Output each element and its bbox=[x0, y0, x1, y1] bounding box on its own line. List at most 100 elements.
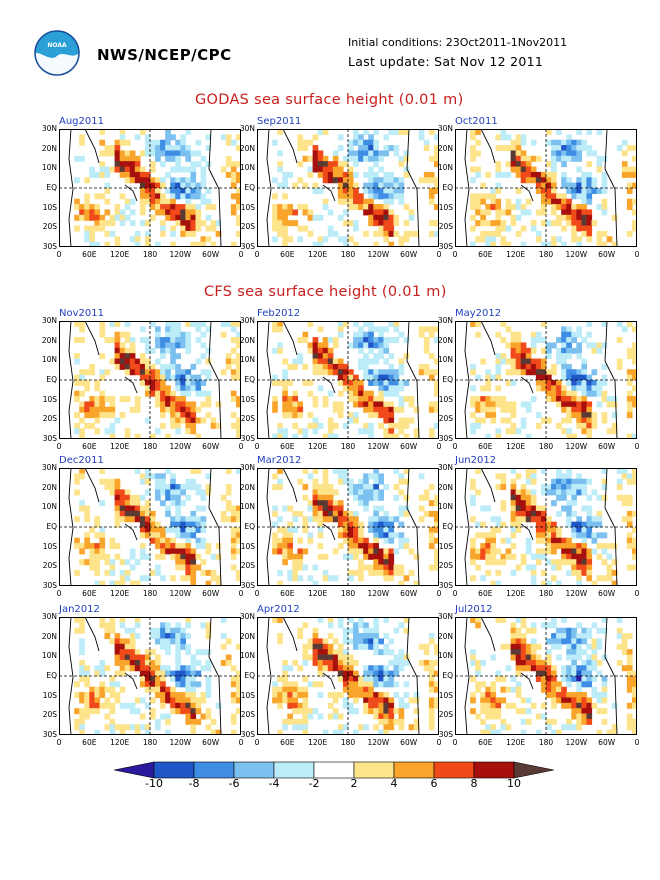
lon-label: 60E bbox=[280, 442, 295, 451]
lat-label: EQ bbox=[244, 522, 255, 531]
lat-label: 10N bbox=[41, 651, 57, 661]
lat-label: 20S bbox=[42, 414, 57, 424]
lat-label: 30N bbox=[239, 463, 255, 472]
lat-label: 20N bbox=[239, 482, 255, 492]
lon-label: 180 bbox=[142, 442, 158, 451]
lon-label: 120E bbox=[110, 589, 130, 598]
lon-label: 180 bbox=[142, 589, 158, 598]
lon-label: 0 bbox=[452, 738, 458, 747]
lat-label: 10N bbox=[41, 163, 57, 173]
lon-label: 120W bbox=[565, 250, 588, 259]
lat-label: 20N bbox=[239, 631, 255, 641]
ssh-map bbox=[257, 321, 439, 439]
lat-label: 30N bbox=[41, 463, 57, 472]
lat-label: 20N bbox=[437, 335, 453, 345]
lon-label: 60W bbox=[202, 250, 220, 259]
panel-title: Nov2011 bbox=[59, 308, 104, 319]
lon-label: 0 bbox=[436, 442, 442, 451]
lon-label: 60E bbox=[82, 589, 97, 598]
lon-label: 60E bbox=[280, 250, 295, 259]
lon-label: 60W bbox=[400, 442, 418, 451]
lat-label: 30N bbox=[437, 612, 453, 621]
panel-title: Oct2011 bbox=[455, 116, 498, 127]
lon-label: 60E bbox=[82, 250, 97, 259]
lat-label: 30S bbox=[42, 581, 57, 590]
colorbar-label: 2 bbox=[350, 777, 358, 790]
lat-label: 10S bbox=[240, 541, 255, 551]
colorbar-swatch bbox=[273, 761, 315, 779]
lon-label: 0 bbox=[254, 738, 260, 747]
lon-label: 60W bbox=[400, 738, 418, 747]
colorbar bbox=[114, 761, 554, 779]
lon-label: 0 bbox=[452, 442, 458, 451]
lat-label: 30S bbox=[240, 581, 255, 590]
lat-label: 10S bbox=[42, 690, 57, 700]
panel-title: Apr2012 bbox=[257, 604, 300, 615]
lon-label: 180 bbox=[538, 442, 554, 451]
colorbar-swatch bbox=[233, 761, 275, 779]
panel-title: Mar2012 bbox=[257, 455, 302, 466]
ssh-map bbox=[455, 468, 637, 586]
lat-label: 20S bbox=[42, 710, 57, 720]
lat-label: 20N bbox=[41, 335, 57, 345]
ssh-map bbox=[59, 468, 241, 586]
lon-label: 180 bbox=[340, 442, 356, 451]
lon-label: 60W bbox=[202, 589, 220, 598]
lat-label: EQ bbox=[46, 522, 57, 531]
colorbar-swatch bbox=[353, 761, 395, 779]
lat-label: 20S bbox=[240, 414, 255, 424]
initial-conditions: Initial conditions: 23Oct2011-1Nov2011 bbox=[348, 36, 568, 49]
lon-label: 60E bbox=[280, 589, 295, 598]
lon-label: 180 bbox=[340, 250, 356, 259]
lat-label: EQ bbox=[442, 522, 453, 531]
lat-label: 30S bbox=[438, 242, 453, 251]
lat-label: 10N bbox=[239, 651, 255, 661]
lon-label: 120W bbox=[367, 738, 390, 747]
lon-label: 120E bbox=[506, 589, 526, 598]
lon-label: 0 bbox=[634, 738, 640, 747]
lat-label: EQ bbox=[442, 671, 453, 680]
colorbar-swatch bbox=[153, 761, 195, 779]
lat-label: EQ bbox=[244, 375, 255, 384]
lon-label: 180 bbox=[538, 589, 554, 598]
lon-label: 60W bbox=[400, 589, 418, 598]
lat-label: 30N bbox=[239, 612, 255, 621]
lat-label: 10N bbox=[239, 502, 255, 512]
lon-label: 0 bbox=[452, 250, 458, 259]
lat-label: EQ bbox=[46, 671, 57, 680]
lon-label: 0 bbox=[452, 589, 458, 598]
colorbar-label: 4 bbox=[390, 777, 398, 790]
lat-label: 10S bbox=[240, 394, 255, 404]
lon-label: 120E bbox=[506, 250, 526, 259]
lat-label: 30S bbox=[438, 434, 453, 443]
lon-label: 0 bbox=[634, 589, 640, 598]
lat-label: 20S bbox=[438, 710, 453, 720]
lat-label: 10N bbox=[239, 355, 255, 365]
svg-text:NOAA: NOAA bbox=[47, 42, 67, 49]
lat-label: 30N bbox=[437, 316, 453, 325]
panel-title: Jul2012 bbox=[455, 604, 493, 615]
lat-label: 10S bbox=[240, 690, 255, 700]
godas-section-title: GODAS sea surface height (0.01 m) bbox=[195, 92, 464, 108]
ssh-map bbox=[455, 321, 637, 439]
lon-label: 120W bbox=[367, 589, 390, 598]
lat-label: 20N bbox=[239, 335, 255, 345]
lon-label: 120E bbox=[308, 738, 328, 747]
cfs-section-title: CFS sea surface height (0.01 m) bbox=[204, 284, 447, 300]
lon-label: 120W bbox=[367, 442, 390, 451]
ssh-map bbox=[257, 468, 439, 586]
lon-label: 0 bbox=[238, 442, 244, 451]
lon-label: 120W bbox=[565, 442, 588, 451]
lon-label: 120W bbox=[565, 738, 588, 747]
colorbar-label: -8 bbox=[188, 777, 200, 790]
lat-label: EQ bbox=[46, 375, 57, 384]
lat-label: 20S bbox=[240, 710, 255, 720]
colorbar-label: -2 bbox=[308, 777, 320, 790]
lon-label: 60E bbox=[478, 589, 493, 598]
lon-label: 180 bbox=[340, 589, 356, 598]
lat-label: EQ bbox=[442, 375, 453, 384]
lon-label: 60W bbox=[598, 250, 616, 259]
lon-label: 0 bbox=[634, 442, 640, 451]
ssh-map bbox=[59, 129, 241, 247]
lat-label: 30N bbox=[437, 124, 453, 133]
